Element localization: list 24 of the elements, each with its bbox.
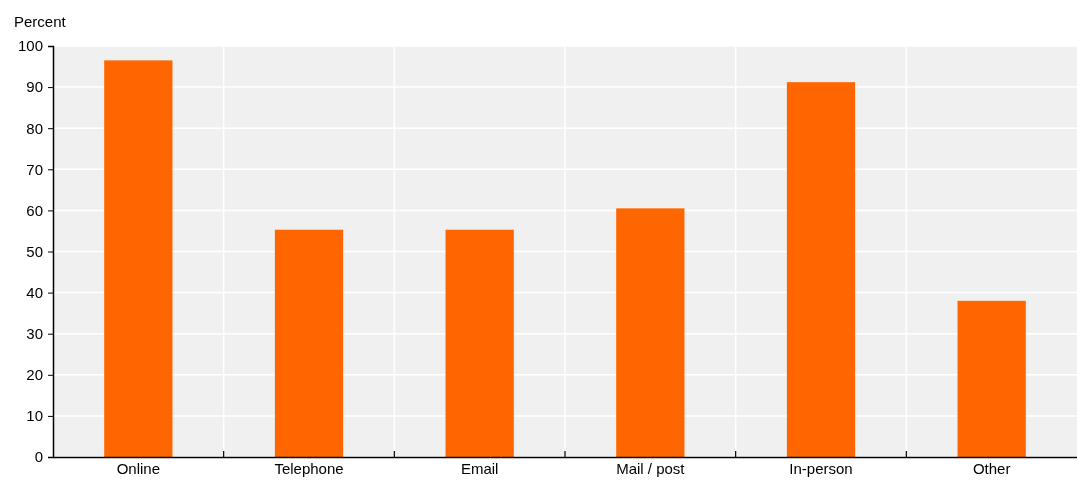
y-tick-label: 70	[26, 160, 43, 178]
bar	[957, 300, 1026, 457]
bar	[786, 82, 856, 457]
y-tick-label: 50	[26, 242, 43, 260]
bar	[616, 208, 685, 457]
y-axis-title: Percent	[14, 13, 67, 30]
y-tick-label: 40	[26, 283, 43, 301]
y-tick-label: 60	[26, 201, 43, 219]
y-tick-label: 30	[26, 325, 43, 342]
bar	[274, 229, 344, 457]
y-tick-label: 0	[34, 448, 43, 466]
x-tick-label: In-person	[789, 459, 853, 477]
y-tick-label: 90	[26, 78, 43, 96]
x-tick-label: Telephone	[274, 459, 344, 477]
y-tick-label: 80	[26, 119, 43, 137]
x-tick-label: Email	[460, 459, 499, 477]
x-tick-label: Mail / post	[616, 459, 686, 477]
y-tick-label: 20	[26, 366, 43, 384]
x-tick-label: Other	[972, 459, 1011, 477]
y-tick-label: 10	[26, 407, 43, 425]
y-tick-label: 100	[17, 37, 43, 55]
bar	[104, 60, 173, 457]
bar	[445, 229, 514, 457]
x-tick-label: Online	[116, 459, 161, 477]
